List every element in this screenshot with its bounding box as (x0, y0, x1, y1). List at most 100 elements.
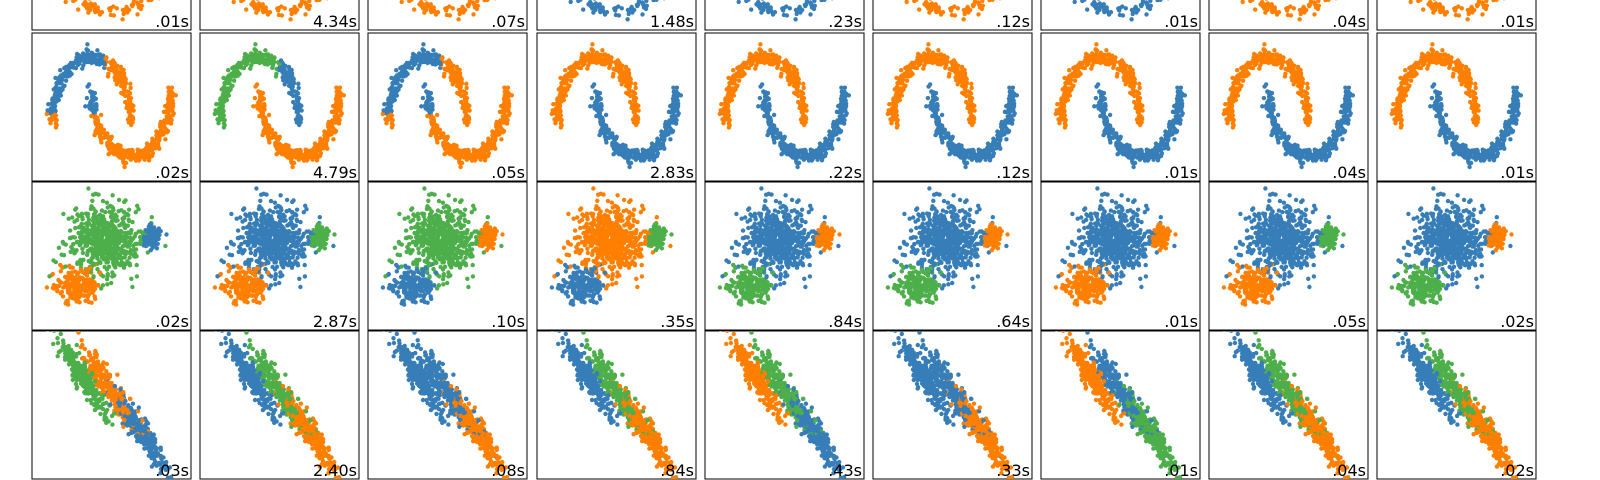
scatter-point (769, 5, 773, 9)
scatter-point (86, 10, 90, 14)
scatter-point (1095, 10, 1099, 14)
scatter-point (81, 2, 85, 6)
scatter-point (443, 6, 447, 10)
scatter-panel: .04s (1209, 0, 1368, 31)
scatter-point (1134, 10, 1138, 14)
scatter-point (601, 9, 605, 13)
scatter-point (1273, 9, 1277, 13)
scatter-point (601, 5, 605, 9)
scatter-point (1312, 12, 1316, 16)
scatter-panel: .07s (368, 0, 527, 31)
scatter-point (1284, 6, 1288, 10)
scatter-point (135, 12, 139, 16)
scatter-point (961, 17, 965, 21)
scatter-point (304, 2, 308, 6)
scatter-point (1308, 2, 1312, 6)
scatter-point (107, 6, 111, 10)
scatter-point (1313, 2, 1317, 6)
scatter-point (1133, 7, 1137, 11)
scatter-point (966, 10, 970, 14)
scatter-point (1116, 6, 1120, 10)
scatter-point (280, 13, 284, 17)
scatter-point (937, 9, 941, 13)
scatter-point (1289, 13, 1293, 17)
scatter-point (629, 7, 633, 11)
scatter-point (804, 2, 808, 6)
scatter-point (139, 7, 143, 11)
scatter-point (125, 10, 129, 14)
scatter-point (422, 10, 426, 14)
scatter-point (467, 2, 471, 6)
scatter-point (1273, 5, 1277, 9)
scatter-point (1140, 2, 1144, 6)
scatter-point (625, 17, 629, 21)
scatter-point (244, 7, 248, 11)
runtime-label: .23s (828, 12, 862, 31)
scatter-panel: .01s (1377, 0, 1536, 31)
scatter-point (1085, 7, 1089, 11)
scatter-point (769, 9, 773, 13)
scatter-point (448, 13, 452, 17)
scatter-point (937, 5, 941, 9)
scatter-point (253, 6, 257, 10)
scatter-point (1460, 6, 1464, 10)
scatter-point (456, 17, 460, 21)
scatter-point (136, 2, 140, 6)
scatter-point (461, 10, 465, 14)
scatter-point (432, 9, 436, 13)
scatter-point (972, 2, 976, 6)
scatter-point (1129, 17, 1133, 21)
scatter-point (115, 6, 119, 10)
scatter-panel: .23s (705, 0, 864, 31)
scatter-point (1253, 7, 1257, 11)
scatter-point (948, 6, 952, 10)
scatter-point (759, 10, 763, 14)
scatter-point (1316, 7, 1320, 11)
runtime-label: .07s (491, 12, 525, 31)
scatter-panel: 4.34s (200, 0, 359, 31)
scatter-point (926, 6, 930, 10)
scatter-point (785, 13, 789, 17)
scatter-point (922, 2, 926, 6)
scatter-panel: 1.48s (537, 0, 696, 31)
scatter-point (292, 7, 296, 11)
scatter-point (1148, 7, 1152, 11)
scatter-point (460, 7, 464, 11)
scatter-point (1301, 7, 1305, 11)
scatter-point (283, 6, 287, 10)
scatter-point (758, 6, 762, 10)
scatter-point (472, 2, 476, 6)
scatter-point (1105, 9, 1109, 13)
runtime-label: 1.48s (650, 12, 694, 31)
scatter-point (275, 6, 279, 10)
scatter-point (451, 6, 455, 10)
scatter-point (264, 9, 268, 13)
scatter-point (120, 17, 124, 21)
scatter-point (307, 7, 311, 11)
scatter-point (1105, 5, 1109, 9)
scatter-point (1297, 17, 1301, 21)
scatter-point (754, 2, 758, 6)
scatter-point (927, 10, 931, 14)
scatter-point (590, 6, 594, 10)
scatter-point (617, 13, 621, 17)
scatter-point (620, 6, 624, 10)
scatter-point (917, 7, 921, 11)
scatter-point (471, 12, 475, 16)
scatter-point (644, 7, 648, 11)
scatter-point (131, 2, 135, 6)
scatter-point (303, 12, 307, 16)
scatter-point (299, 2, 303, 6)
scatter-point (249, 2, 253, 6)
scatter-point (1090, 2, 1094, 6)
scatter-point (96, 5, 100, 9)
scatter-point (1258, 2, 1262, 6)
scatter-point (432, 5, 436, 9)
scatter-point (640, 12, 644, 16)
scatter-point (581, 7, 585, 11)
scatter-point (293, 10, 297, 14)
scatter-point (788, 6, 792, 10)
scatter-point (1124, 6, 1128, 10)
scatter-point (96, 9, 100, 13)
scatter-point (85, 6, 89, 10)
